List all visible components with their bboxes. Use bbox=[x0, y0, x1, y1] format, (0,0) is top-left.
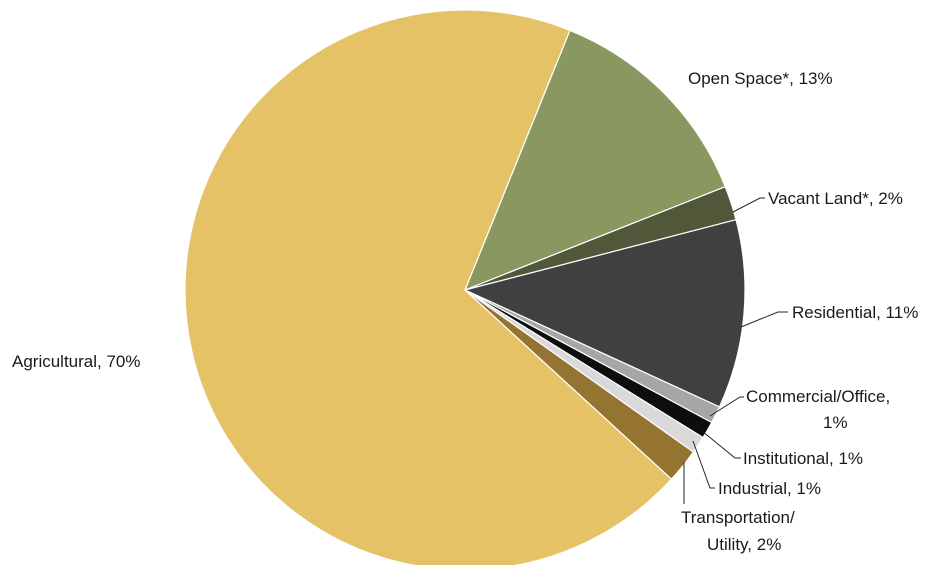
pie-slices bbox=[184, 9, 746, 565]
leader-line-industrial bbox=[692, 440, 715, 489]
label-institutional: Institutional, 1% bbox=[743, 449, 863, 468]
label-agricultural: Agricultural, 70% bbox=[12, 352, 141, 371]
leader-line-residential bbox=[740, 311, 788, 328]
data-labels: Open Space*, 13% Vacant Land*, 2% Reside… bbox=[12, 69, 918, 554]
label-residential: Residential, 11% bbox=[792, 303, 918, 322]
label-commercial-line2: 1% bbox=[823, 413, 848, 432]
leader-lines bbox=[683, 197, 788, 504]
label-open-space: Open Space*, 13% bbox=[688, 69, 833, 88]
pie-slice-agricultural bbox=[184, 9, 673, 565]
label-commercial-line1: Commercial/Office, bbox=[746, 387, 890, 406]
leader-line-commercial bbox=[709, 396, 744, 417]
pie-slice-open-space bbox=[463, 29, 726, 292]
pie-slice-residential bbox=[463, 218, 746, 408]
leader-line-institutional bbox=[701, 430, 741, 459]
label-transportation-line2: Utility, 2% bbox=[707, 535, 781, 554]
label-vacant-land: Vacant Land*, 2% bbox=[768, 189, 903, 208]
leader-line-vacant-land bbox=[732, 197, 765, 213]
label-transportation-line1: Transportation/ bbox=[681, 508, 795, 527]
label-industrial: Industrial, 1% bbox=[718, 479, 821, 498]
